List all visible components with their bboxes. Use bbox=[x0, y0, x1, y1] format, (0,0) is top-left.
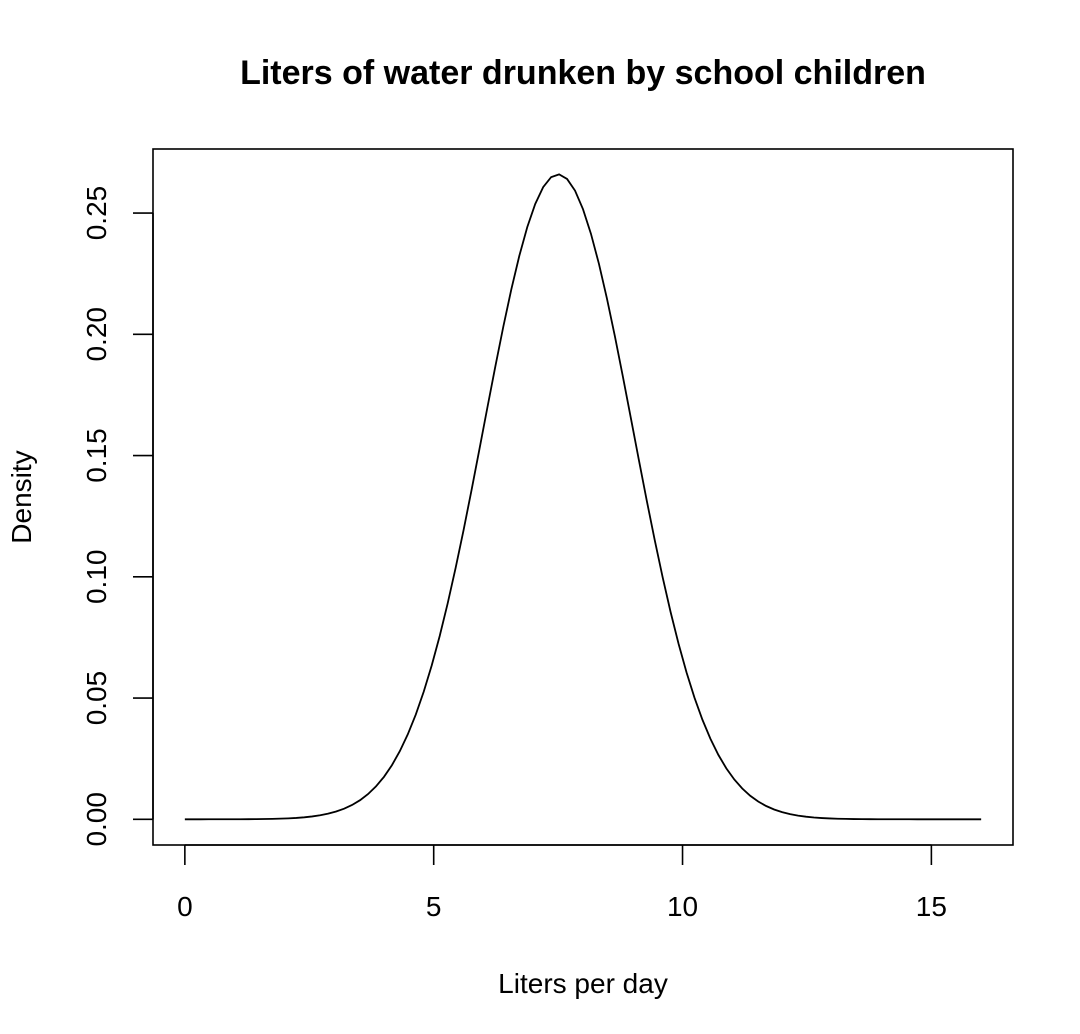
y-tick-label: 0.00 bbox=[81, 792, 112, 847]
y-tick-label: 0.10 bbox=[81, 550, 112, 605]
y-tick-label: 0.05 bbox=[81, 671, 112, 726]
chart-title: Liters of water drunken by school childr… bbox=[240, 54, 926, 92]
y-tick-label: 0.20 bbox=[81, 307, 112, 362]
x-tick-label: 0 bbox=[177, 891, 193, 922]
x-tick-label: 5 bbox=[426, 891, 442, 922]
x-axis: 0 5 10 15 bbox=[177, 844, 947, 922]
y-axis: 0.00 0.05 0.10 0.15 0.20 0.25 bbox=[81, 186, 154, 847]
x-tick-label: 10 bbox=[667, 891, 698, 922]
density-curve bbox=[184, 173, 982, 821]
x-tick-label: 15 bbox=[916, 891, 947, 922]
plot-frame bbox=[152, 148, 1014, 846]
y-axis-label: Density bbox=[6, 450, 37, 543]
y-tick-label: 0.15 bbox=[81, 428, 112, 483]
x-axis-label: Liters per day bbox=[498, 968, 668, 999]
y-tick-label: 0.25 bbox=[81, 186, 112, 241]
